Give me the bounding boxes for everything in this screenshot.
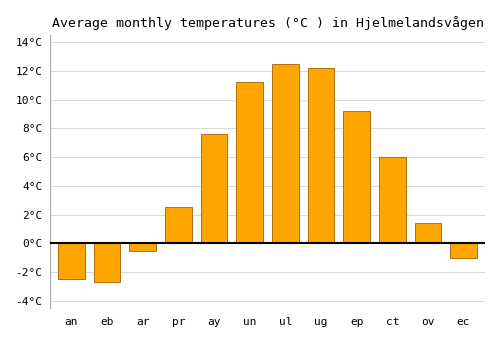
Bar — [130, 243, 156, 251]
Bar — [58, 243, 85, 279]
Bar — [236, 82, 263, 243]
Bar — [272, 64, 298, 243]
Bar — [414, 223, 442, 243]
Bar — [308, 68, 334, 243]
Bar — [450, 243, 477, 258]
Bar — [94, 243, 120, 282]
Title: Average monthly temperatures (°C ) in Hjelmelandsvågen: Average monthly temperatures (°C ) in Hj… — [52, 16, 484, 30]
Bar — [200, 134, 228, 243]
Bar — [344, 111, 370, 243]
Bar — [379, 157, 406, 243]
Bar — [165, 208, 192, 243]
